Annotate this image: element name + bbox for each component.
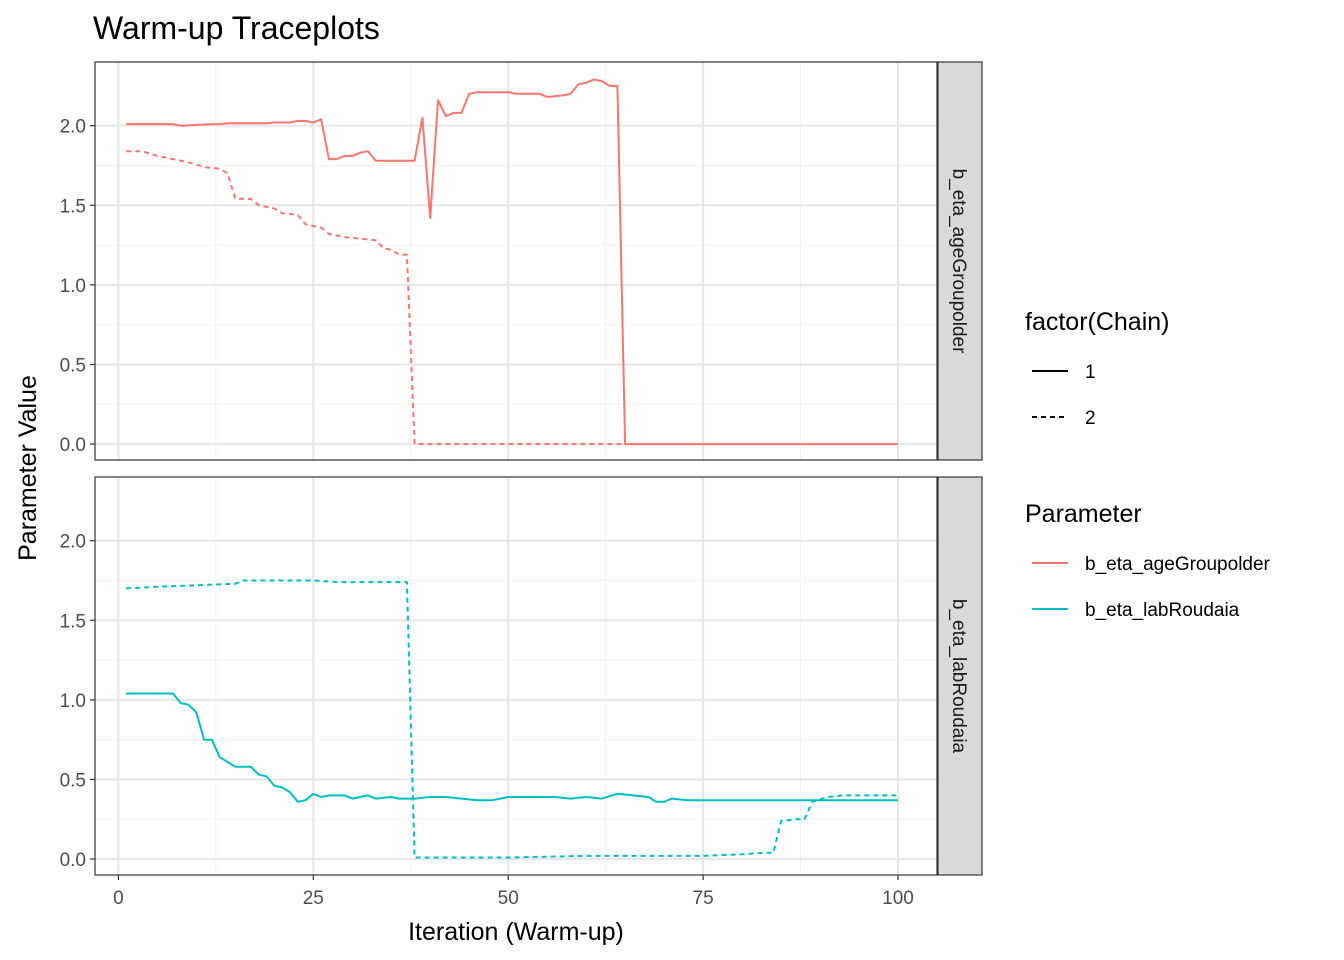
- y-tick-label: 0.5: [60, 355, 86, 376]
- y-tick-label: 1.5: [60, 196, 86, 217]
- panel-background: [95, 62, 937, 460]
- legend-label: 1: [1085, 362, 1096, 383]
- series-line-chain-1: [126, 692, 898, 803]
- x-axis-title: Iteration (Warm-up): [408, 918, 624, 946]
- x-axis: 0 25 50 75 100: [113, 875, 914, 909]
- y-tick-label: 1.0: [60, 691, 86, 712]
- legend-title: Parameter: [1025, 500, 1142, 528]
- y-tick-label: 0.0: [60, 850, 86, 871]
- series-line-chain-2: [126, 579, 898, 859]
- series-line-chain-2: [126, 150, 626, 446]
- x-tick-label: 75: [693, 888, 714, 909]
- legend-label: b_eta_labRoudaia: [1085, 600, 1240, 621]
- chart-title: Warm-up Traceplots: [93, 10, 380, 46]
- major-gridlines: [95, 62, 937, 460]
- panel-b_eta_labRoudaia: 0.0 0.5 1.0 1.5 2.0 b_eta_labRoudaia: [60, 476, 983, 876]
- y-tick-label: 0.5: [60, 770, 86, 791]
- legend-parameter: Parameter b_eta_ageGroupolder b_eta_labRou…: [1025, 500, 1271, 621]
- legend-chain: factor(Chain) 1 2: [1025, 308, 1170, 429]
- minor-gridlines: [95, 477, 937, 875]
- major-gridlines: [95, 477, 937, 875]
- facet-strip: [937, 476, 983, 876]
- legends: factor(Chain) 1 2 Parameter b_eta_ageGroupol…: [1025, 308, 1271, 621]
- minor-gridlines: [95, 62, 937, 460]
- series-line-chain-1: [126, 78, 898, 446]
- y-tick-label: 2.0: [60, 532, 86, 553]
- facet-strip-label: b_eta_labRoudaia: [948, 599, 969, 754]
- panel-b_eta_ageGroupolder: 0.0 0.5 1.0 1.5 2.0 b_eta_ageGroupolder: [60, 61, 983, 461]
- y-axis-title: Parameter Value: [14, 375, 42, 561]
- y-tick-label: 2.0: [60, 117, 86, 138]
- facet-panels: 0.0 0.5 1.0 1.5 2.0 b_eta_ageGroupolder 0.0 0.5…: [60, 61, 983, 876]
- legend-label: b_eta_ageGroupolder: [1085, 554, 1271, 575]
- x-tick-label: 0: [113, 888, 124, 909]
- panel-border: [94, 476, 938, 876]
- legend-label: 2: [1085, 408, 1096, 429]
- x-tick-label: 25: [303, 888, 324, 909]
- y-tick-label: 1.0: [60, 276, 86, 297]
- x-tick-label: 50: [498, 888, 519, 909]
- y-tick-label: 1.5: [60, 611, 86, 632]
- facet-strip: [937, 61, 983, 461]
- y-tick-label: 0.0: [60, 435, 86, 456]
- panel-background: [95, 477, 937, 875]
- y-axis: 0.0 0.5 1.0 1.5 2.0: [60, 117, 95, 456]
- panel-border: [94, 61, 938, 461]
- x-tick-label: 100: [882, 888, 914, 909]
- facet-strip-label: b_eta_ageGroupolder: [948, 169, 969, 355]
- legend-title: factor(Chain): [1025, 308, 1170, 336]
- y-axis: 0.0 0.5 1.0 1.5 2.0: [60, 532, 95, 871]
